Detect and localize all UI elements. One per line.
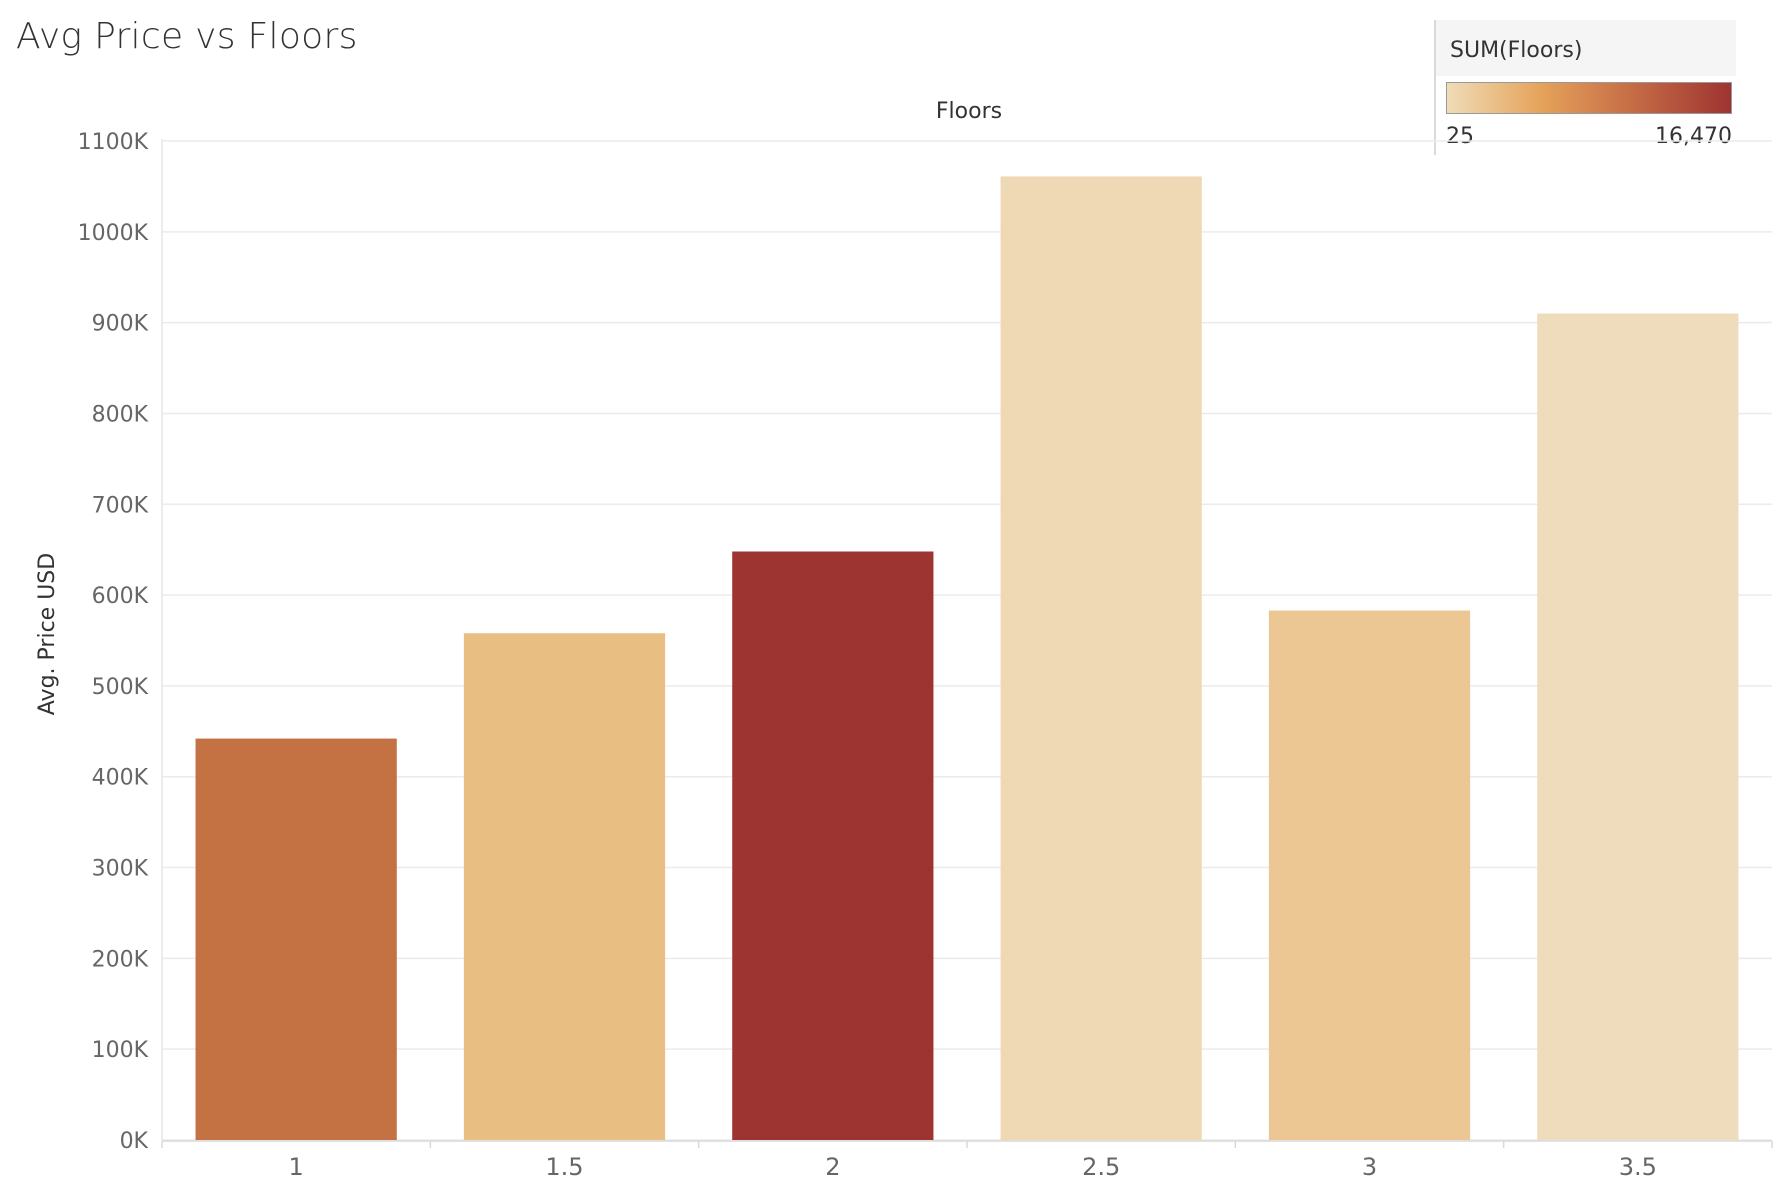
legend-gradient-bar: [1446, 82, 1732, 114]
bar: [732, 551, 934, 1140]
x-axis-title: Floors: [936, 99, 1002, 124]
x-tick-label: 2: [825, 1153, 840, 1181]
y-axis-title: Avg. Price USD: [35, 553, 60, 715]
legend-max-label: 16,470: [1655, 124, 1732, 149]
bar: [463, 633, 666, 1140]
y-tick-label: 0K: [120, 1129, 149, 1154]
legend-header: SUM(Floors): [1436, 20, 1736, 76]
y-tick-label: 600K: [92, 584, 149, 609]
y-tick-label: 300K: [92, 857, 149, 882]
y-tick-label: 200K: [92, 947, 149, 972]
x-tick-label: 3: [1362, 1153, 1377, 1181]
y-tick-label: 400K: [92, 766, 149, 791]
chart-title: Avg Price vs Floors: [16, 16, 358, 57]
legend-title: SUM(Floors): [1450, 38, 1583, 63]
x-axis: 1 1.5 2 2.5 3 3.5: [161, 1140, 1773, 1181]
bar: [195, 738, 397, 1140]
y-tick-label: 1000K: [78, 221, 149, 246]
y-tick-label: 800K: [92, 402, 149, 427]
y-tick-label: 1100K: [78, 130, 149, 155]
x-tick-label: 3.5: [1619, 1153, 1657, 1181]
gridlines: [162, 140, 1772, 1141]
legend-min-label: 25: [1446, 124, 1474, 149]
y-tick-label: 100K: [92, 1038, 149, 1063]
y-tick-label: 900K: [92, 312, 149, 337]
bar: [1268, 610, 1471, 1140]
x-tick-label: 1: [289, 1153, 304, 1181]
bars: [195, 176, 1739, 1141]
color-legend: SUM(Floors) 25 16,470: [1434, 20, 1736, 155]
x-tick-label: 1.5: [545, 1153, 583, 1181]
y-tick-label: 700K: [92, 493, 149, 518]
bar: [1000, 176, 1202, 1141]
y-tick-label: 500K: [92, 675, 149, 700]
bar: [1537, 313, 1739, 1140]
y-axis: 0K 100K 200K 300K 400K 500K 600K 700K 800K 900K 10…: [78, 130, 163, 1154]
x-tick-label: 2.5: [1082, 1153, 1120, 1181]
